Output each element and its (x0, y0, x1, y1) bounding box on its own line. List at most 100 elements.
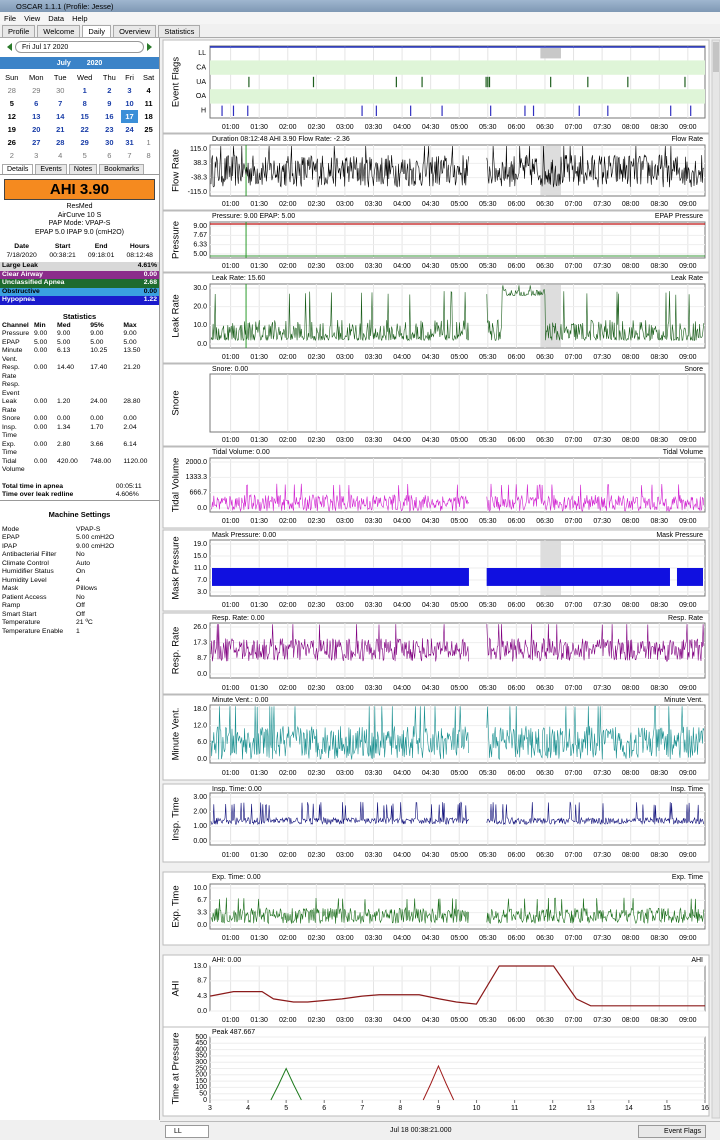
event-name[interactable]: Obstructive (2, 287, 40, 295)
graph-title: AHI (171, 981, 182, 997)
calendar-day[interactable]: 31 (125, 138, 134, 147)
channel-dropdown[interactable]: LL (165, 1125, 209, 1138)
event-flags-button[interactable]: Event Flags (638, 1125, 706, 1138)
tab[interactable]: Daily (82, 24, 112, 37)
calendar-day[interactable]: 28 (7, 86, 16, 95)
tab[interactable]: Profile (2, 24, 36, 37)
x-tick-label: 02:30 (308, 518, 326, 525)
menu-item[interactable]: File (4, 13, 17, 23)
statistics-cell: Leak Rate (2, 398, 17, 414)
calendar-day[interactable]: 29 (80, 138, 89, 147)
y-tick-label: 11.0 (194, 565, 207, 572)
x-tick-label: 07:30 (593, 1017, 611, 1024)
detail-tab[interactable]: Events (35, 164, 67, 174)
y-tick-label: 0.00 (193, 838, 207, 845)
calendar-day[interactable]: 23 (105, 125, 114, 134)
calendar-day[interactable]: 26 (7, 138, 16, 147)
calendar-day[interactable]: 1 (146, 138, 151, 147)
calendar-day[interactable]: 8 (82, 99, 87, 108)
calendar-day[interactable]: 28 (56, 138, 65, 147)
calendar-day[interactable]: 29 (32, 86, 41, 95)
calendar-day[interactable]: 13 (32, 112, 41, 121)
calendar-day[interactable]: 4 (58, 151, 63, 160)
statistics-cell: Resp. Event (2, 381, 20, 397)
calendar-day[interactable]: 20 (32, 125, 41, 134)
statistics-cell: 1.70 (90, 423, 104, 431)
setting-name: EPAP (2, 534, 20, 541)
detail-tab[interactable]: Bookmarks (99, 164, 145, 174)
x-tick-label: 07:30 (593, 437, 611, 444)
calendar-day[interactable]: 8 (146, 151, 151, 160)
tab[interactable]: Welcome (37, 24, 81, 37)
event-row: Clear Airway 0.00 (0, 270, 159, 279)
calendar-day[interactable]: 24 (125, 125, 134, 134)
calendar-day[interactable]: 7 (127, 151, 132, 160)
calendar-day[interactable]: 5 (9, 99, 14, 108)
calendar-day[interactable]: 7 (58, 99, 63, 108)
calendar-day[interactable]: 18 (144, 112, 153, 121)
x-tick-label: 05:30 (479, 602, 497, 609)
calendar-week: 28 29 30 1 2 3 4 (0, 84, 159, 97)
setting-value: Off (76, 610, 85, 618)
tab[interactable]: Statistics (158, 24, 201, 37)
calendar-day[interactable]: 1 (82, 86, 87, 95)
calendar-day[interactable]: 15 (80, 112, 89, 121)
calendar-day[interactable]: 2 (107, 86, 112, 95)
date-picker[interactable]: Fri Jul 17 2020 (15, 41, 144, 53)
calendar-day[interactable]: 4 (146, 86, 151, 95)
x-tick-label: 16 (701, 1105, 709, 1112)
calendar-day[interactable]: 5 (82, 151, 87, 160)
setting-name: Smart Start (2, 610, 37, 618)
detail-tab[interactable]: Notes (68, 164, 98, 174)
waveform (210, 801, 705, 826)
calendar-day[interactable]: 17 (120, 110, 139, 123)
calendar-day[interactable]: 16 (105, 112, 114, 121)
x-tick-label: 04:30 (422, 437, 440, 444)
legend-entry: Exp. Time (672, 874, 703, 881)
y-tick-label: 0.0 (197, 1008, 207, 1015)
y-tick-label: 6.0 (197, 739, 207, 746)
y-tick-label: 8.7 (197, 978, 207, 985)
event-name[interactable]: Hypopnea (2, 296, 35, 303)
calendar-day[interactable]: 9 (107, 99, 112, 108)
event-name[interactable]: Unclassified Apnea (2, 279, 65, 286)
calendar-day[interactable]: 27 (32, 138, 41, 147)
calendar-day[interactable]: 30 (56, 86, 65, 95)
x-tick-label: 03:30 (365, 685, 383, 692)
next-day-button[interactable] (147, 43, 156, 51)
tab[interactable]: Overview (113, 24, 157, 37)
menu-item[interactable]: View (24, 13, 41, 23)
calendar-day[interactable]: 6 (107, 151, 112, 160)
calendar-day[interactable]: 21 (56, 125, 65, 134)
calendar-day[interactable]: 6 (34, 99, 39, 108)
menu-item[interactable]: Help (72, 13, 88, 23)
prev-day-button[interactable] (3, 43, 12, 51)
calendar-day[interactable]: 11 (144, 99, 153, 108)
calendar-day[interactable]: 10 (125, 99, 134, 108)
calendar-day[interactable]: 30 (105, 138, 114, 147)
calendar-day[interactable]: 19 (7, 125, 16, 134)
calendar-day[interactable]: 3 (127, 86, 132, 95)
statistics-cell: 1120.00 (123, 457, 148, 465)
calendar-day[interactable]: 25 (144, 125, 153, 134)
event-value: 4.61% (137, 262, 157, 269)
calendar-day[interactable]: 12 (7, 112, 16, 121)
legend-entry: Leak Rate (671, 275, 703, 282)
event-name[interactable]: Large Leak (2, 262, 38, 269)
x-tick-label: 06:00 (508, 852, 526, 859)
calendar-day[interactable]: 2 (9, 151, 14, 160)
x-tick-label: 05:00 (450, 263, 468, 270)
calendar-day[interactable]: 22 (80, 125, 89, 134)
statistics-cell: Tidal Volume (2, 457, 25, 474)
calendar-month[interactable]: July (56, 59, 71, 67)
x-tick-label: 08:00 (622, 354, 640, 361)
y-tick-label: 8.7 (197, 655, 207, 662)
calendar-year[interactable]: 2020 (86, 59, 103, 67)
menu-item[interactable]: Data (48, 13, 65, 23)
calendar-day[interactable]: 3 (34, 151, 39, 160)
statistics-cell: EPAP (2, 338, 20, 346)
statistics-cell: 6.13 (57, 347, 71, 354)
detail-tab[interactable]: Details (2, 164, 34, 174)
event-name[interactable]: Clear Airway (2, 270, 43, 278)
calendar-day[interactable]: 14 (56, 112, 65, 121)
